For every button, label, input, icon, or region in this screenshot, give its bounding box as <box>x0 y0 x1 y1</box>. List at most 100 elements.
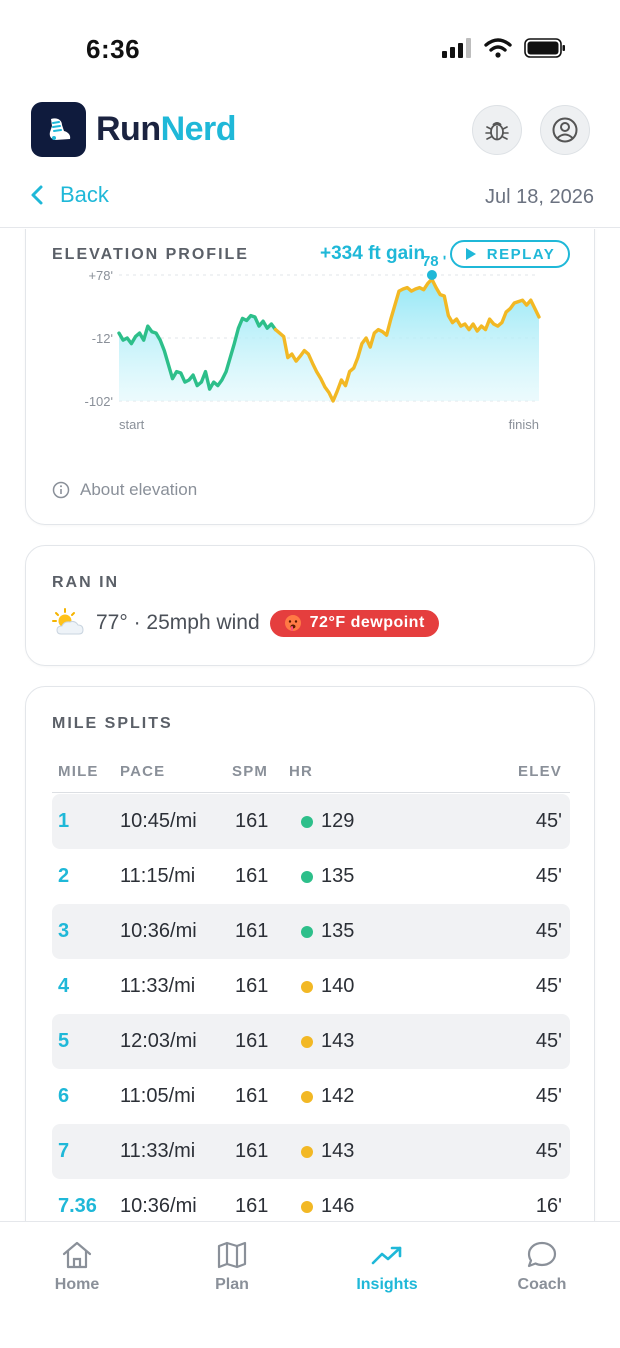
runner-shoe-logo-icon <box>49 117 70 140</box>
tab-coach-label: Coach <box>517 1276 567 1293</box>
hr-zone-dot <box>301 1090 313 1103</box>
split-hr-value: 146 <box>321 1195 355 1217</box>
split-row[interactable]: 7 11:33/mi 161 143 45ʹ <box>52 1124 570 1179</box>
split-mile: 4 <box>58 975 70 997</box>
elevation-chart: 78 ʹ +78ʹ -12ʹ -102ʹ start finish <box>84 253 541 432</box>
split-pace: 11:15/mi <box>120 865 196 887</box>
chevron-left-icon <box>31 185 43 205</box>
home-icon <box>62 1241 92 1269</box>
about-elevation-link[interactable]: About elevation <box>52 480 197 500</box>
trending-up-icon <box>371 1246 402 1265</box>
profile-button[interactable] <box>540 105 590 155</box>
split-spm: 161 <box>235 865 269 887</box>
y-tick-label: +78ʹ <box>88 268 113 283</box>
split-elev: 16ʹ <box>535 1195 562 1217</box>
peak-marker <box>426 270 437 280</box>
back-button[interactable]: Back <box>30 182 109 208</box>
replay-button[interactable]: REPLAY <box>450 240 570 268</box>
split-hr-value: 135 <box>321 920 355 942</box>
tab-plan[interactable]: Plan <box>177 1240 287 1294</box>
info-icon <box>52 481 70 499</box>
chat-bubble-icon <box>527 1241 557 1268</box>
split-hr-value: 135 <box>321 865 355 887</box>
split-hr: 135 <box>301 920 354 943</box>
split-mile: 5 <box>58 1030 70 1052</box>
split-elev: 45ʹ <box>535 865 562 887</box>
split-elev: 45ʹ <box>535 920 562 942</box>
split-row[interactable]: 7.36 10:36/mi 161 146 16ʹ <box>52 1179 570 1221</box>
tab-coach[interactable]: Coach <box>487 1240 597 1294</box>
hr-zone-dot <box>301 925 313 938</box>
elevation-gain: +334 ft gain <box>320 243 426 264</box>
split-elev: 45ʹ <box>535 1085 562 1107</box>
split-pace: 10:36/mi <box>120 1195 197 1217</box>
splits-header-row: MILE PACE SPM HR ELEV <box>52 763 570 793</box>
split-pace: 10:36/mi <box>120 920 197 942</box>
status-icons <box>442 38 566 58</box>
dewpoint-label: 72°F dewpoint <box>309 614 425 631</box>
split-row[interactable]: 3 10:36/mi 161 135 45ʹ <box>52 904 570 959</box>
split-hr-value: 129 <box>321 810 355 832</box>
nav-row: Back Jul 18, 2026 <box>0 176 620 228</box>
split-hr: 135 <box>301 865 354 888</box>
x-axis-start-label: start <box>119 417 145 432</box>
split-pace: 12:03/mi <box>120 1030 197 1052</box>
split-hr: 143 <box>301 1140 354 1163</box>
col-pace-header: PACE <box>120 763 166 780</box>
back-label: Back <box>60 182 109 207</box>
split-mile: 7 <box>58 1140 70 1162</box>
hot-face-icon <box>284 615 301 631</box>
hr-zone-dot <box>301 815 313 828</box>
split-spm: 161 <box>235 1030 269 1052</box>
split-elev: 45ʹ <box>535 810 562 832</box>
sun-behind-cloud-icon <box>52 608 84 635</box>
split-spm: 161 <box>235 1085 269 1107</box>
split-row[interactable]: 5 12:03/mi 161 143 45ʹ <box>52 1014 570 1069</box>
app-logo[interactable] <box>31 102 86 157</box>
map-icon <box>217 1241 247 1269</box>
split-row[interactable]: 2 11:15/mi 161 135 45ʹ <box>52 849 570 904</box>
battery-icon <box>524 38 565 58</box>
brand-run: Run <box>96 110 161 148</box>
weather-summary: 77° · 25mph wind <box>96 611 260 634</box>
user-circle-icon <box>552 117 578 143</box>
split-elev: 45ʹ <box>535 1140 562 1162</box>
tab-home-label: Home <box>54 1276 100 1293</box>
split-row[interactable]: 4 11:33/mi 161 140 45ʹ <box>52 959 570 1014</box>
split-row[interactable]: 6 11:05/mi 161 142 45ʹ <box>52 1069 570 1124</box>
split-spm: 161 <box>235 1140 269 1162</box>
split-mile: 6 <box>58 1085 70 1107</box>
about-elevation-label: About elevation <box>80 480 198 499</box>
tab-plan-label: Plan <box>215 1276 249 1293</box>
split-pace: 11:33/mi <box>120 1140 196 1162</box>
split-hr: 146 <box>301 1195 354 1218</box>
bug-report-button[interactable] <box>472 105 522 155</box>
split-spm: 161 <box>235 920 269 942</box>
tab-insights[interactable]: Insights <box>332 1240 442 1294</box>
elevation-title: ELEVATION PROFILE <box>52 246 249 263</box>
hr-zone-dot <box>301 870 313 883</box>
status-time: 6:36 <box>86 34 141 64</box>
hr-zone-dot <box>301 1200 313 1213</box>
split-hr-value: 143 <box>321 1030 355 1052</box>
col-hr-header: HR <box>289 763 314 780</box>
tab-home[interactable]: Home <box>22 1240 132 1294</box>
split-mile: 1 <box>58 810 70 832</box>
split-mile: 2 <box>58 865 70 887</box>
bottom-tab-bar: Home Plan Insights Coach <box>0 1221 620 1348</box>
elevation-area <box>119 279 539 401</box>
x-axis-end-label: finish <box>509 417 539 432</box>
y-tick-label: -12ʹ <box>92 331 113 346</box>
app-brand: RunNerd <box>96 110 237 149</box>
split-hr: 129 <box>301 810 354 833</box>
split-spm: 161 <box>235 810 269 832</box>
brand-nerd: Nerd <box>160 110 237 148</box>
split-hr: 142 <box>301 1085 354 1108</box>
hr-zone-dot <box>301 1035 313 1048</box>
split-pace: 10:45/mi <box>120 810 197 832</box>
split-row[interactable]: 1 10:45/mi 161 129 45ʹ <box>52 794 570 849</box>
content-scroll[interactable]: ELEVATION PROFILE +334 ft gain REPLAY 78… <box>0 229 620 1221</box>
wifi-icon <box>484 38 512 58</box>
split-elev: 45ʹ <box>535 975 562 997</box>
split-elev: 45ʹ <box>535 1030 562 1052</box>
